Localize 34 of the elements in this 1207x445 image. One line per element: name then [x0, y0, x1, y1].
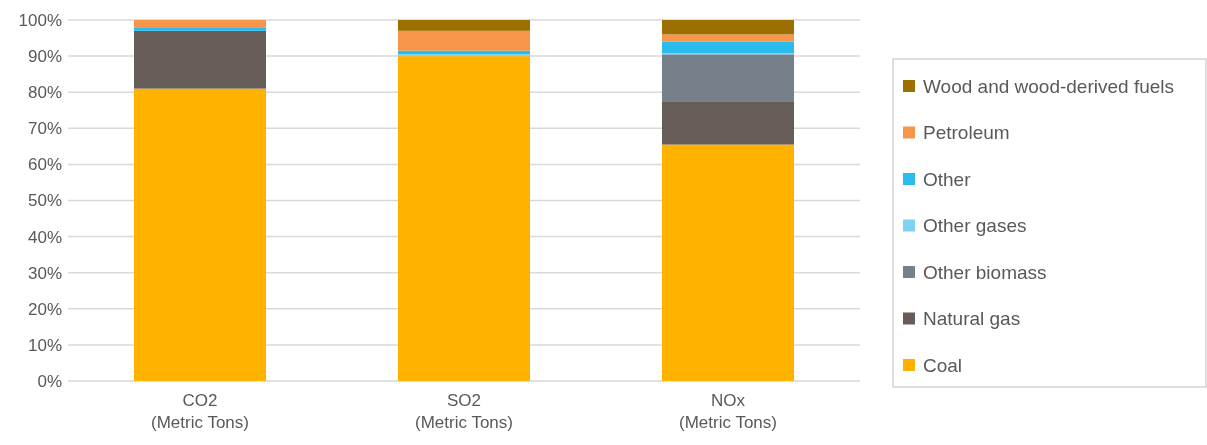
- y-tick-label: 100%: [18, 10, 62, 30]
- y-tick-label: 0%: [37, 371, 62, 391]
- bar: [662, 41, 794, 54]
- y-tick-label: 50%: [27, 191, 62, 211]
- bar: [662, 20, 794, 35]
- y-tick-label: 20%: [27, 299, 62, 319]
- legend-label: Other: [923, 168, 972, 190]
- y-tick-label: 70%: [27, 119, 62, 139]
- legend-label: Petroleum: [923, 122, 1010, 144]
- y-tick-label: 90%: [27, 47, 62, 67]
- y-tick-label: 80%: [27, 83, 62, 103]
- bar: [134, 20, 266, 28]
- y-tick-label: 40%: [27, 227, 62, 247]
- x-tick-label: CO2 (Metric Tons): [151, 391, 249, 432]
- y-tick-label: 30%: [27, 263, 62, 283]
- legend-label: Wood and wood-derived fuels: [923, 75, 1175, 97]
- bar: [398, 56, 530, 381]
- bar: [662, 54, 794, 102]
- bar: [134, 27, 266, 31]
- legend-label: Other gases: [923, 215, 1027, 237]
- legend-label: Coal: [923, 354, 963, 376]
- bar: [398, 30, 530, 51]
- bar: [662, 101, 794, 145]
- y-tick-label: 60%: [27, 155, 62, 175]
- y-tick-label: 10%: [27, 335, 62, 355]
- x-tick-label: SO2 (Metric Tons): [415, 391, 513, 432]
- bar: [134, 88, 266, 381]
- bar: [662, 34, 794, 42]
- legend-label: Other biomass: [923, 261, 1047, 283]
- bar: [662, 144, 794, 381]
- legend-label: Natural gas: [923, 308, 1021, 330]
- x-tick-label: NOx (Metric Tons): [679, 391, 777, 432]
- bar: [134, 30, 266, 89]
- bar: [398, 20, 530, 31]
